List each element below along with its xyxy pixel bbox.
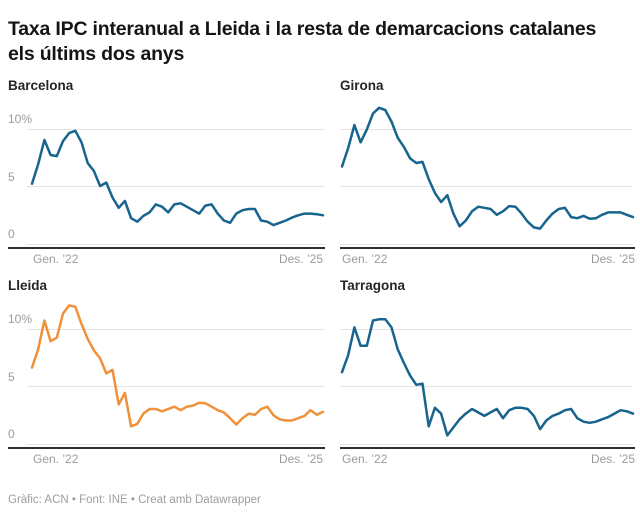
panel-lleida: Lleida 10% 5 0 Gen. ’22 Des. ’25 [8,278,325,470]
y-tick-5: 5 [8,370,15,384]
panel-title-girona: Girona [340,78,384,93]
girona-line-chart [340,106,635,249]
x-axis-end-label: Des. ’25 [590,252,635,266]
panel-title-lleida: Lleida [8,278,48,293]
x-axis-start-label: Gen. ’22 [342,452,388,466]
x-axis-end-label: Des. ’25 [590,452,635,466]
y-tick-10: 10% [8,112,33,126]
y-tick-0: 0 [8,227,15,241]
x-axis-end-label: Des. ’25 [278,452,323,466]
panel-girona: Girona Gen. ’22 Des. ’25 [340,78,635,270]
chart-title: Taxa IPC interanual a Lleida i la resta … [8,18,597,66]
tarragona-line-chart [340,318,635,449]
lleida-line-chart [8,304,325,449]
chart-credit: Gràfic: ACN • Font: INE • Creat amb Data… [8,494,261,506]
x-axis-start-label: Gen. ’22 [33,252,79,266]
panel-title-barcelona: Barcelona [8,78,74,93]
y-tick-10: 10% [8,312,33,326]
y-tick-0: 0 [8,427,15,441]
barcelona-line-chart [8,129,325,249]
x-axis-start-label: Gen. ’22 [33,452,79,466]
x-axis-end-label: Des. ’25 [278,252,323,266]
panel-barcelona: Barcelona 10% 5 0 Gen. ’22 Des. ’25 [8,78,325,270]
y-tick-5: 5 [8,170,15,184]
x-axis-start-label: Gen. ’22 [342,252,388,266]
panel-tarragona: Tarragona Gen. ’22 Des. ’25 [340,278,635,470]
panel-title-tarragona: Tarragona [340,278,406,293]
